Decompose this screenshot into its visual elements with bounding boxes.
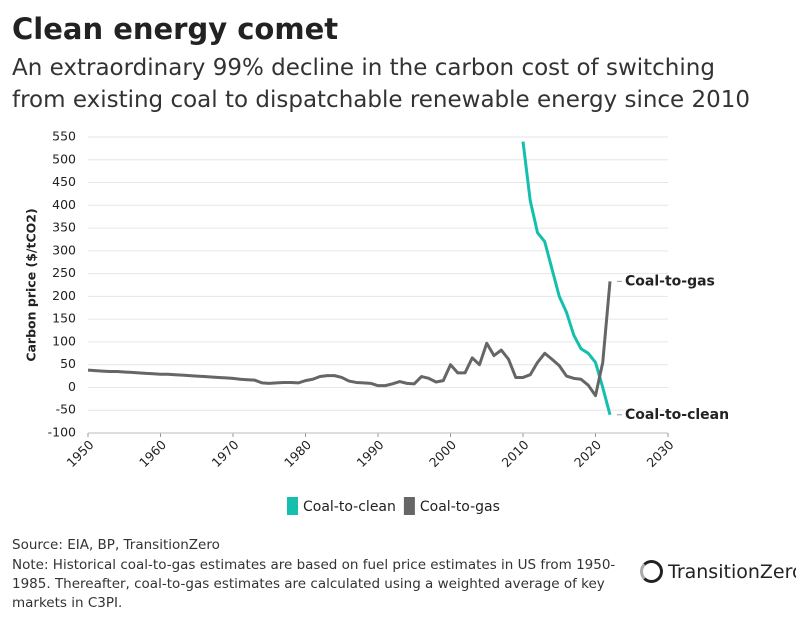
series-line: [87, 281, 612, 398]
chart-title: Clean energy comet: [12, 12, 339, 46]
y-tick-label: 300: [52, 242, 76, 257]
x-tick-label: 2010: [498, 437, 531, 470]
logo-icon: [640, 560, 663, 583]
x-tick-label: 1960: [136, 437, 169, 470]
y-tick-label: -100: [48, 425, 76, 440]
y-tick-label: 0: [68, 379, 76, 394]
x-tick-label: 1980: [281, 437, 314, 470]
legend-label: Coal-to-gas: [420, 499, 500, 515]
note: Note: Historical coal-to-gas estimates a…: [12, 557, 616, 611]
legend-swatch: [287, 497, 298, 515]
series-annotation: Coal-to-gas: [625, 273, 715, 289]
y-tick-label: 150: [52, 311, 76, 326]
y-tick-label: 500: [52, 151, 76, 166]
chart-subtitle: An extraordinary 99% decline in the carb…: [12, 55, 751, 113]
y-tick-label: 350: [52, 220, 76, 235]
legend-swatch: [403, 497, 415, 515]
series-line: [521, 141, 612, 416]
x-tick-label: 2020: [571, 437, 604, 470]
y-tick-label: 100: [52, 333, 76, 348]
x-tick-label: 2030: [643, 437, 676, 470]
legend-label: Coal-to-clean: [303, 499, 396, 515]
y-tick-label: 250: [52, 265, 76, 280]
x-tick-label: 1970: [208, 437, 241, 470]
y-tick-label: 200: [52, 288, 76, 303]
x-tick-label: 2000: [426, 437, 459, 470]
y-tick-label: 50: [60, 356, 76, 371]
y-tick-label: 450: [52, 174, 76, 189]
y-axis-label: Carbon price ($/tCO2): [24, 208, 39, 361]
logo: TransitionZero: [640, 560, 796, 583]
source: Source: EIA, BP, TransitionZero: [12, 537, 220, 553]
logo-text: TransitionZero: [668, 560, 796, 583]
x-tick-label: 1950: [63, 437, 96, 470]
y-tick-label: 550: [52, 129, 76, 144]
y-tick-label: 400: [52, 197, 76, 212]
y-tick-label: -50: [56, 402, 76, 417]
series-annotation: Coal-to-clean: [625, 407, 729, 423]
x-tick-label: 1990: [353, 437, 386, 470]
